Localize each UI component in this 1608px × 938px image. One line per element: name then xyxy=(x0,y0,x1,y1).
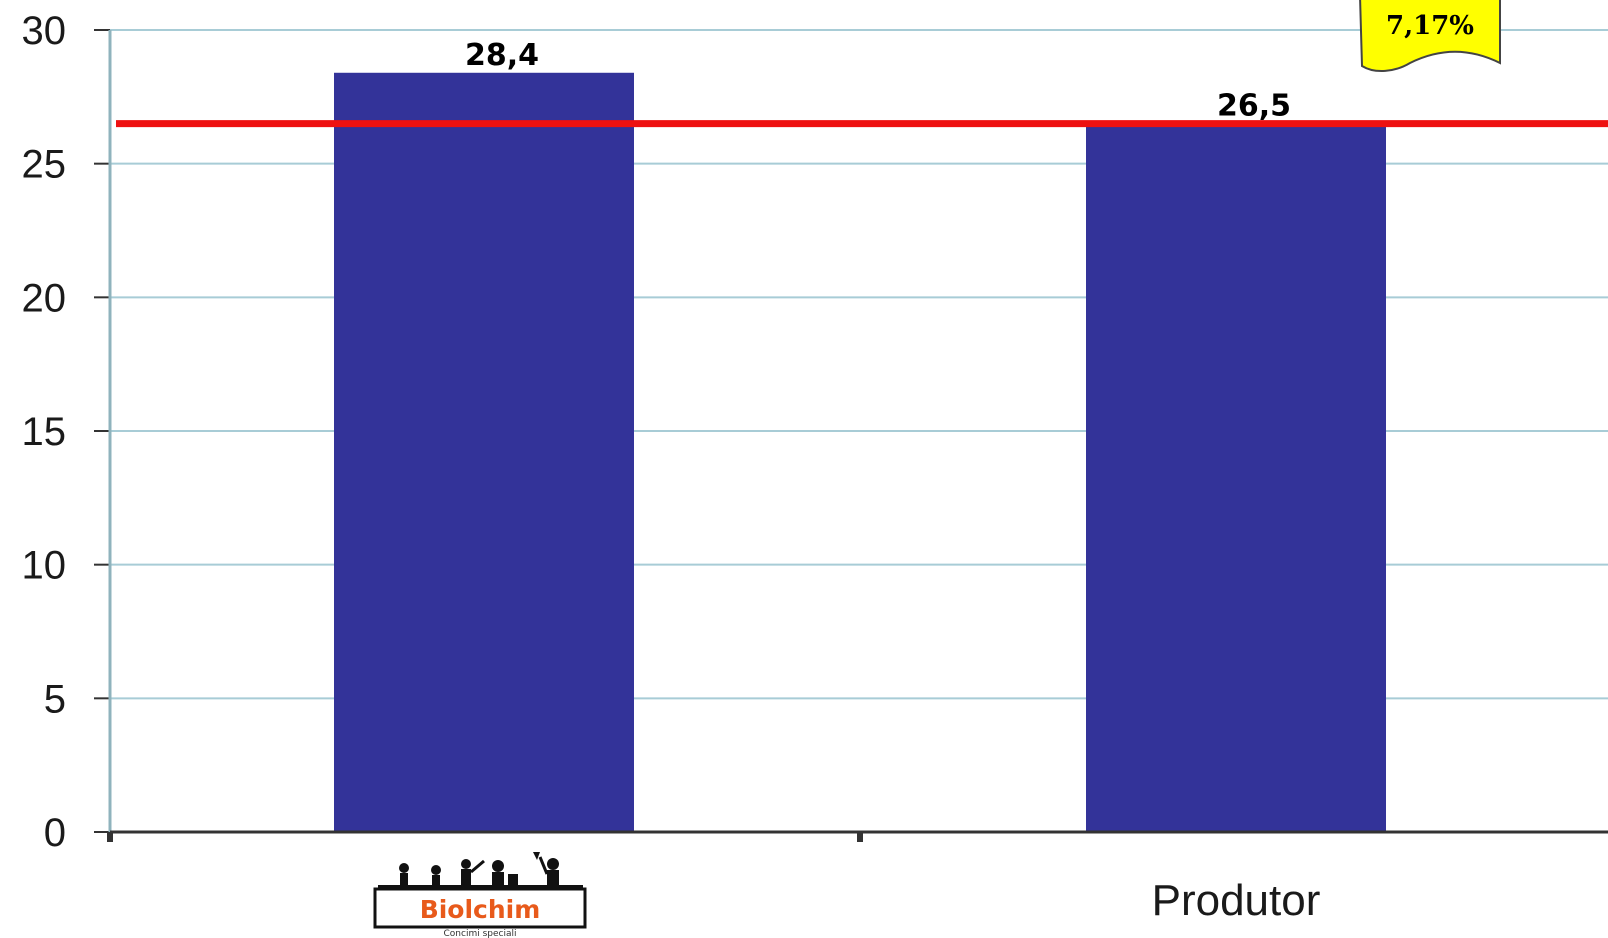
category-label-produtor: Produtor xyxy=(1152,876,1321,925)
data-label: 28,4 xyxy=(465,38,539,73)
y-tick-label: 25 xyxy=(22,143,67,187)
bar-produtor xyxy=(1086,123,1386,833)
callout-label: 7,17% xyxy=(1386,11,1474,41)
percent-callout: 7,17% xyxy=(1359,0,1501,72)
bar-biolchim xyxy=(334,72,634,833)
y-tick-label: 15 xyxy=(22,410,67,454)
x-axis-ticks xyxy=(107,832,863,842)
y-tick-label: 30 xyxy=(22,9,67,53)
logo-silhouettes xyxy=(378,852,583,889)
data-labels: 28,4 26,5 xyxy=(465,38,1291,124)
y-tick-label: 20 xyxy=(22,276,67,320)
y-tick-label: 0 xyxy=(44,811,66,855)
y-axis-ticks: 0 5 10 15 20 25 30 xyxy=(22,9,110,855)
y-tick-label: 10 xyxy=(22,544,67,588)
biolchim-logo: Biolchim Concimi speciali xyxy=(373,852,587,938)
logo-frame xyxy=(373,887,587,929)
logo-tagline: Concimi speciali xyxy=(444,929,517,938)
logo-wordmark: Biolchim xyxy=(420,895,541,924)
callout-shape xyxy=(1359,0,1501,72)
data-label: 26,5 xyxy=(1217,89,1291,124)
bars xyxy=(334,72,1386,833)
y-tick-label: 5 xyxy=(44,677,66,721)
